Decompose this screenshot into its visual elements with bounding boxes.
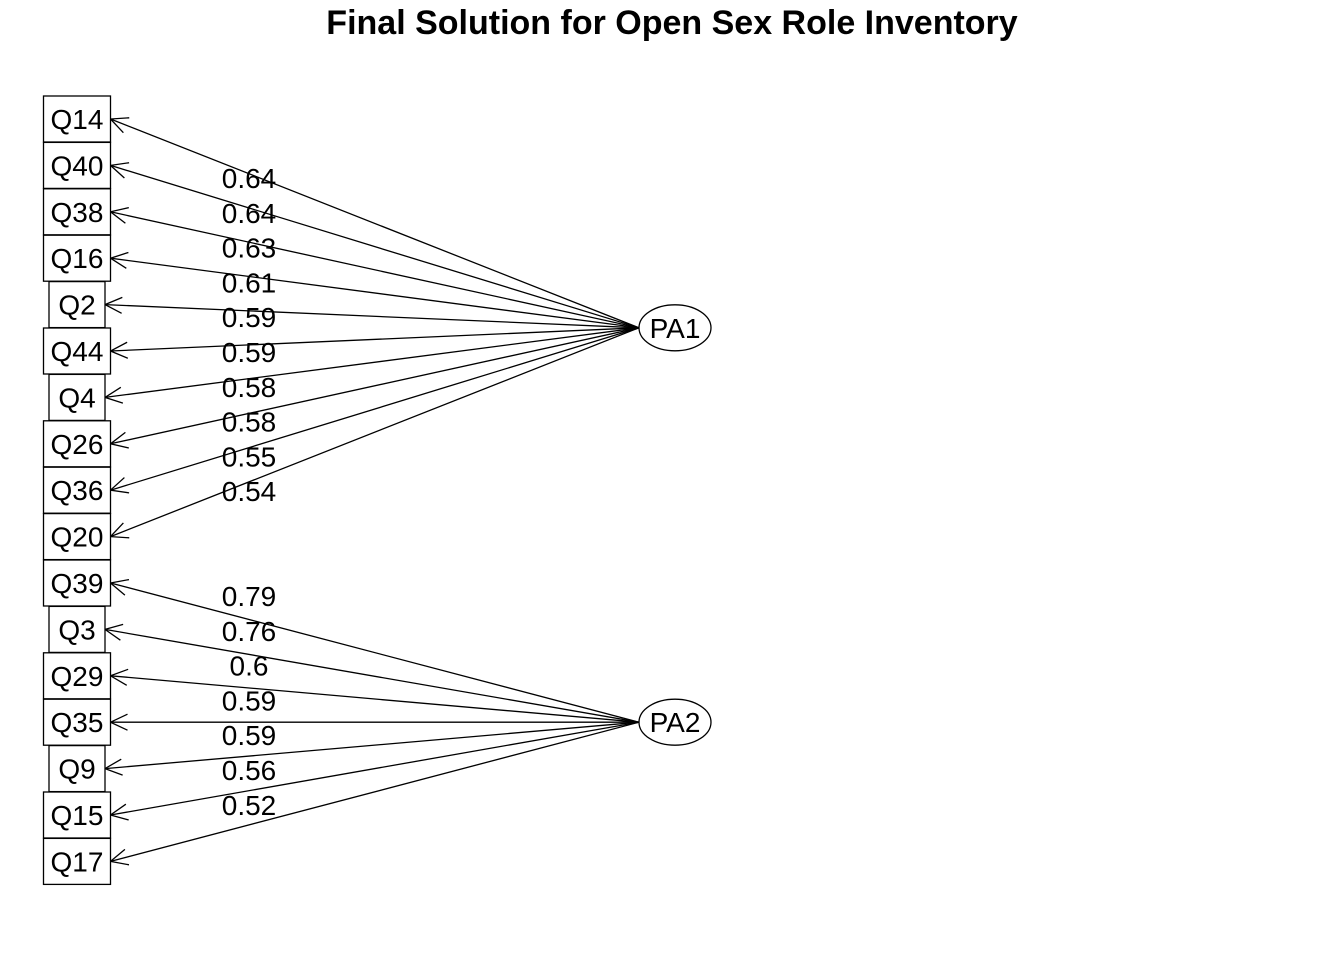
item-label-Q39: Q39 [51, 568, 104, 599]
factor-label-PA2: PA2 [650, 707, 701, 738]
factor-node-PA2 [638, 698, 712, 746]
item-box-Q20 [42, 512, 112, 561]
factor-nodes: PA1 PA2 [638, 304, 712, 746]
item-label-Q44: Q44 [51, 336, 104, 367]
item-label-Q29: Q29 [51, 661, 104, 692]
path-PA1-Q16 [110, 257, 640, 329]
path-PA1-Q44 [110, 327, 640, 352]
loading-label-Q9: 0.59 [222, 720, 277, 751]
loading-label-Q17: 0.52 [222, 790, 277, 821]
loading-label-Q36: 0.55 [222, 441, 277, 472]
factor-paths [103, 117, 640, 866]
item-label-Q38: Q38 [51, 197, 104, 228]
loading-label-Q14: 0.64 [222, 163, 277, 194]
loading-label-Q26: 0.58 [222, 407, 277, 438]
path-PA1-Q2 [104, 303, 640, 329]
loading-label-Q39: 0.79 [222, 581, 277, 612]
loading-label-Q16: 0.61 [222, 267, 277, 298]
loading-label-Q20: 0.54 [222, 476, 277, 507]
path-PA1-Q36 [110, 327, 640, 491]
diagram-title: Final Solution for Open Sex Role Invento… [326, 4, 1017, 42]
item-label-Q14: Q14 [51, 104, 104, 135]
path-PA1-Q38 [110, 211, 640, 329]
loading-label-Q40: 0.64 [222, 198, 277, 229]
item-label-Q36: Q36 [51, 475, 104, 506]
item-box-Q36 [42, 466, 112, 514]
item-box-Q9 [48, 744, 106, 793]
loading-label-Q44: 0.59 [222, 337, 277, 368]
item-label-Q15: Q15 [51, 800, 104, 831]
item-label-Q2: Q2 [58, 290, 95, 321]
path-PA1-Q14 [110, 118, 640, 329]
path-PA2-Q15 [110, 721, 640, 816]
item-box-Q38 [42, 188, 112, 236]
loading-label-Q4: 0.58 [222, 372, 277, 403]
item-label-Q17: Q17 [51, 846, 104, 877]
item-label-Q20: Q20 [51, 522, 104, 553]
item-label-Q35: Q35 [51, 707, 104, 738]
path-PA1-Q40 [110, 164, 640, 329]
item-label-Q16: Q16 [51, 243, 104, 274]
path-PA2-Q3 [104, 628, 640, 723]
factor-node-PA1 [638, 304, 712, 352]
item-box-Q15 [42, 791, 112, 839]
item-box-Q39 [42, 559, 112, 607]
path-PA2-Q39 [110, 582, 640, 723]
loading-label-Q29: 0.6 [230, 651, 269, 682]
item-box-Q14 [42, 95, 112, 143]
loading-label-Q38: 0.63 [222, 233, 277, 264]
item-boxes: Q14 Q40 Q38 Q16 Q2 Q44 Q4 Q26 Q36 Q20 Q39 Q3 Q29 Q35 Q… [42, 95, 112, 886]
path-PA1-Q20 [110, 327, 640, 538]
item-box-Q4 [48, 373, 106, 422]
item-box-Q29 [42, 652, 112, 700]
item-label-Q9: Q9 [58, 754, 95, 785]
item-box-Q40 [42, 141, 112, 190]
loading-labels: 0.640.640.630.610.590.590.580.580.550.54… [222, 163, 277, 821]
path-PA1-Q26 [110, 327, 640, 445]
item-box-Q3 [48, 605, 106, 654]
path-PA2-Q29 [110, 675, 640, 723]
item-label-Q3: Q3 [58, 614, 95, 645]
item-label-Q4: Q4 [58, 382, 95, 413]
item-box-Q2 [48, 280, 106, 329]
loading-label-Q3: 0.76 [222, 616, 277, 647]
item-box-Q26 [42, 420, 112, 468]
item-label-Q26: Q26 [51, 429, 104, 460]
loading-label-Q2: 0.59 [222, 302, 277, 333]
item-box-Q35 [42, 698, 112, 746]
path-PA1-Q4 [104, 327, 640, 399]
item-label-Q40: Q40 [51, 150, 104, 181]
item-box-Q17 [42, 837, 112, 886]
loading-label-Q15: 0.56 [222, 755, 277, 786]
loading-label-Q35: 0.59 [222, 685, 277, 716]
item-box-Q16 [42, 234, 112, 282]
path-PA2-Q9 [104, 721, 640, 770]
factor-label-PA1: PA1 [650, 313, 701, 344]
path-PA2-Q17 [110, 721, 640, 863]
